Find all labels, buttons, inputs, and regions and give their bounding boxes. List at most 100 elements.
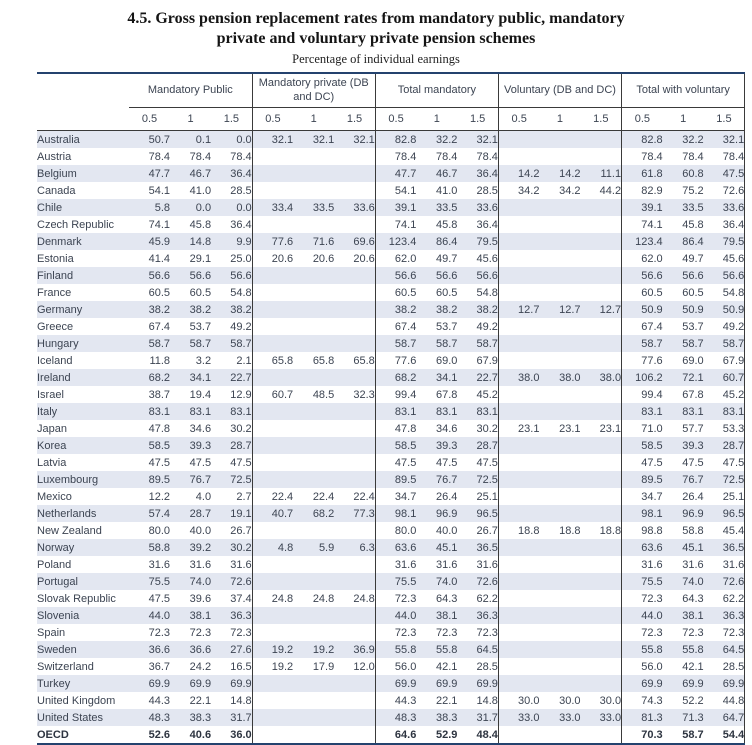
value-cell: 32.1 (251, 130, 294, 149)
value-cell (293, 726, 334, 744)
value-cell: 32.2 (435, 133, 458, 146)
value-cell: 38.3 (189, 711, 212, 724)
value-cell (251, 624, 294, 642)
value-cell (581, 488, 622, 505)
country-label: Finland (37, 269, 74, 282)
value-cell: 12.7 (599, 303, 622, 316)
value-cell: 49.2 (230, 320, 252, 333)
value-cell: 65.8 (312, 354, 335, 367)
value-cell: 89.5 (148, 473, 171, 486)
value-cell (497, 318, 540, 336)
value-cell: 74.1 (148, 218, 171, 231)
value-cell: 78.4 (682, 150, 704, 163)
value-cell: 27.6 (230, 643, 252, 656)
value-cell: 2.7 (236, 490, 252, 503)
value-cell: 52.2 (682, 694, 704, 707)
value-cell (539, 386, 580, 403)
value-cell (251, 573, 294, 591)
value-cell: 83.1 (682, 405, 704, 418)
value-cell: 82.9 (621, 182, 663, 200)
value-cell: 69.0 (435, 354, 458, 367)
value-cell: 33.6 (722, 201, 745, 214)
value-cell: 31.7 (476, 711, 498, 724)
value-cell: 72.3 (230, 626, 252, 639)
value-cell: 70.3 (621, 726, 663, 745)
value-cell: 40.0 (435, 524, 458, 537)
value-cell: 25.1 (722, 490, 745, 503)
value-cell (581, 216, 622, 233)
value-cell (581, 454, 622, 471)
value-cell: 67.8 (682, 388, 704, 401)
table-row-netherlands: Netherlands 57.4 28.7 19.1 40.7 68.2 77.3 98.1 9… (37, 505, 745, 523)
value-cell (334, 148, 375, 165)
value-cell (539, 454, 580, 471)
value-cell: 47.8 (374, 420, 417, 438)
value-cell: 78.4 (722, 150, 745, 163)
value-cell: 30.2 (476, 422, 498, 435)
country-label: Belgium (37, 167, 77, 180)
country-label: United Kingdom (37, 694, 116, 707)
earnings-level-header: 0.5 (374, 107, 417, 132)
value-cell (497, 454, 540, 472)
country-label: Sweden (37, 643, 77, 656)
table-row-japan: Japan 47.8 34.6 30.2 47.8 34.6 30.2 23.1 23.1 23.… (37, 420, 745, 438)
value-cell: 11.8 (149, 354, 171, 367)
value-cell: 63.6 (621, 539, 663, 557)
value-cell (581, 437, 622, 454)
value-cell: 58.7 (435, 337, 458, 350)
value-cell: 44.0 (621, 607, 663, 625)
value-cell: 75.5 (621, 573, 663, 591)
value-cell: 50.7 (148, 133, 171, 146)
value-cell: 67.4 (148, 320, 171, 333)
value-cell (251, 692, 294, 710)
value-cell (334, 522, 375, 539)
value-cell (581, 148, 622, 165)
header-earnings-row: 0.5 1 1.5 0.5 1 1.5 0.5 1 1.5 0.5 1 1.5 0.5 1 1.5 (37, 107, 745, 132)
country-label: Slovenia (37, 609, 80, 622)
value-cell: 86.4 (435, 235, 458, 248)
value-cell (539, 199, 580, 216)
value-cell (581, 318, 622, 335)
value-cell: 56.6 (148, 269, 171, 282)
country-label: New Zealand (37, 524, 102, 537)
country-label: Slovak Republic (37, 592, 116, 605)
value-cell: 30.0 (559, 694, 581, 707)
value-cell: 98.1 (374, 505, 417, 523)
value-cell: 78.4 (230, 150, 252, 163)
value-cell (581, 131, 622, 149)
value-cell: 12.0 (353, 660, 375, 673)
value-cell: 60.8 (682, 167, 704, 180)
value-cell: 53.7 (189, 320, 212, 333)
value-cell (581, 335, 622, 352)
value-cell: 12.9 (230, 388, 252, 401)
value-cell: 0.0 (195, 201, 212, 214)
value-cell (293, 471, 334, 488)
value-cell: 72.6 (230, 575, 252, 588)
value-cell: 69.9 (148, 677, 171, 690)
country-label: Ireland (37, 371, 71, 384)
value-cell: 47.5 (230, 456, 252, 469)
value-cell: 17.9 (312, 660, 335, 673)
value-cell (497, 539, 540, 557)
value-cell: 26.4 (682, 490, 704, 503)
value-cell: 74.0 (682, 575, 704, 588)
value-cell: 31.6 (230, 558, 252, 571)
earnings-level-header: 1 (662, 107, 704, 132)
value-cell: 69.9 (189, 677, 212, 690)
value-cell (334, 709, 375, 726)
value-cell: 45.2 (722, 388, 745, 401)
value-cell: 69.6 (353, 235, 375, 248)
value-cell (251, 284, 294, 302)
value-cell: 39.3 (189, 439, 212, 452)
value-cell (539, 403, 580, 420)
value-cell: 68.2 (374, 369, 417, 387)
value-cell: 123.4 (621, 233, 663, 251)
value-cell (581, 352, 622, 369)
value-cell: 5.9 (318, 541, 335, 554)
value-cell: 32.1 (722, 133, 745, 146)
value-cell: 50.9 (682, 303, 704, 316)
value-cell: 58.5 (621, 437, 663, 455)
value-cell: 54.8 (476, 286, 498, 299)
value-cell: 22.4 (312, 490, 335, 503)
value-cell: 44.2 (599, 184, 622, 197)
